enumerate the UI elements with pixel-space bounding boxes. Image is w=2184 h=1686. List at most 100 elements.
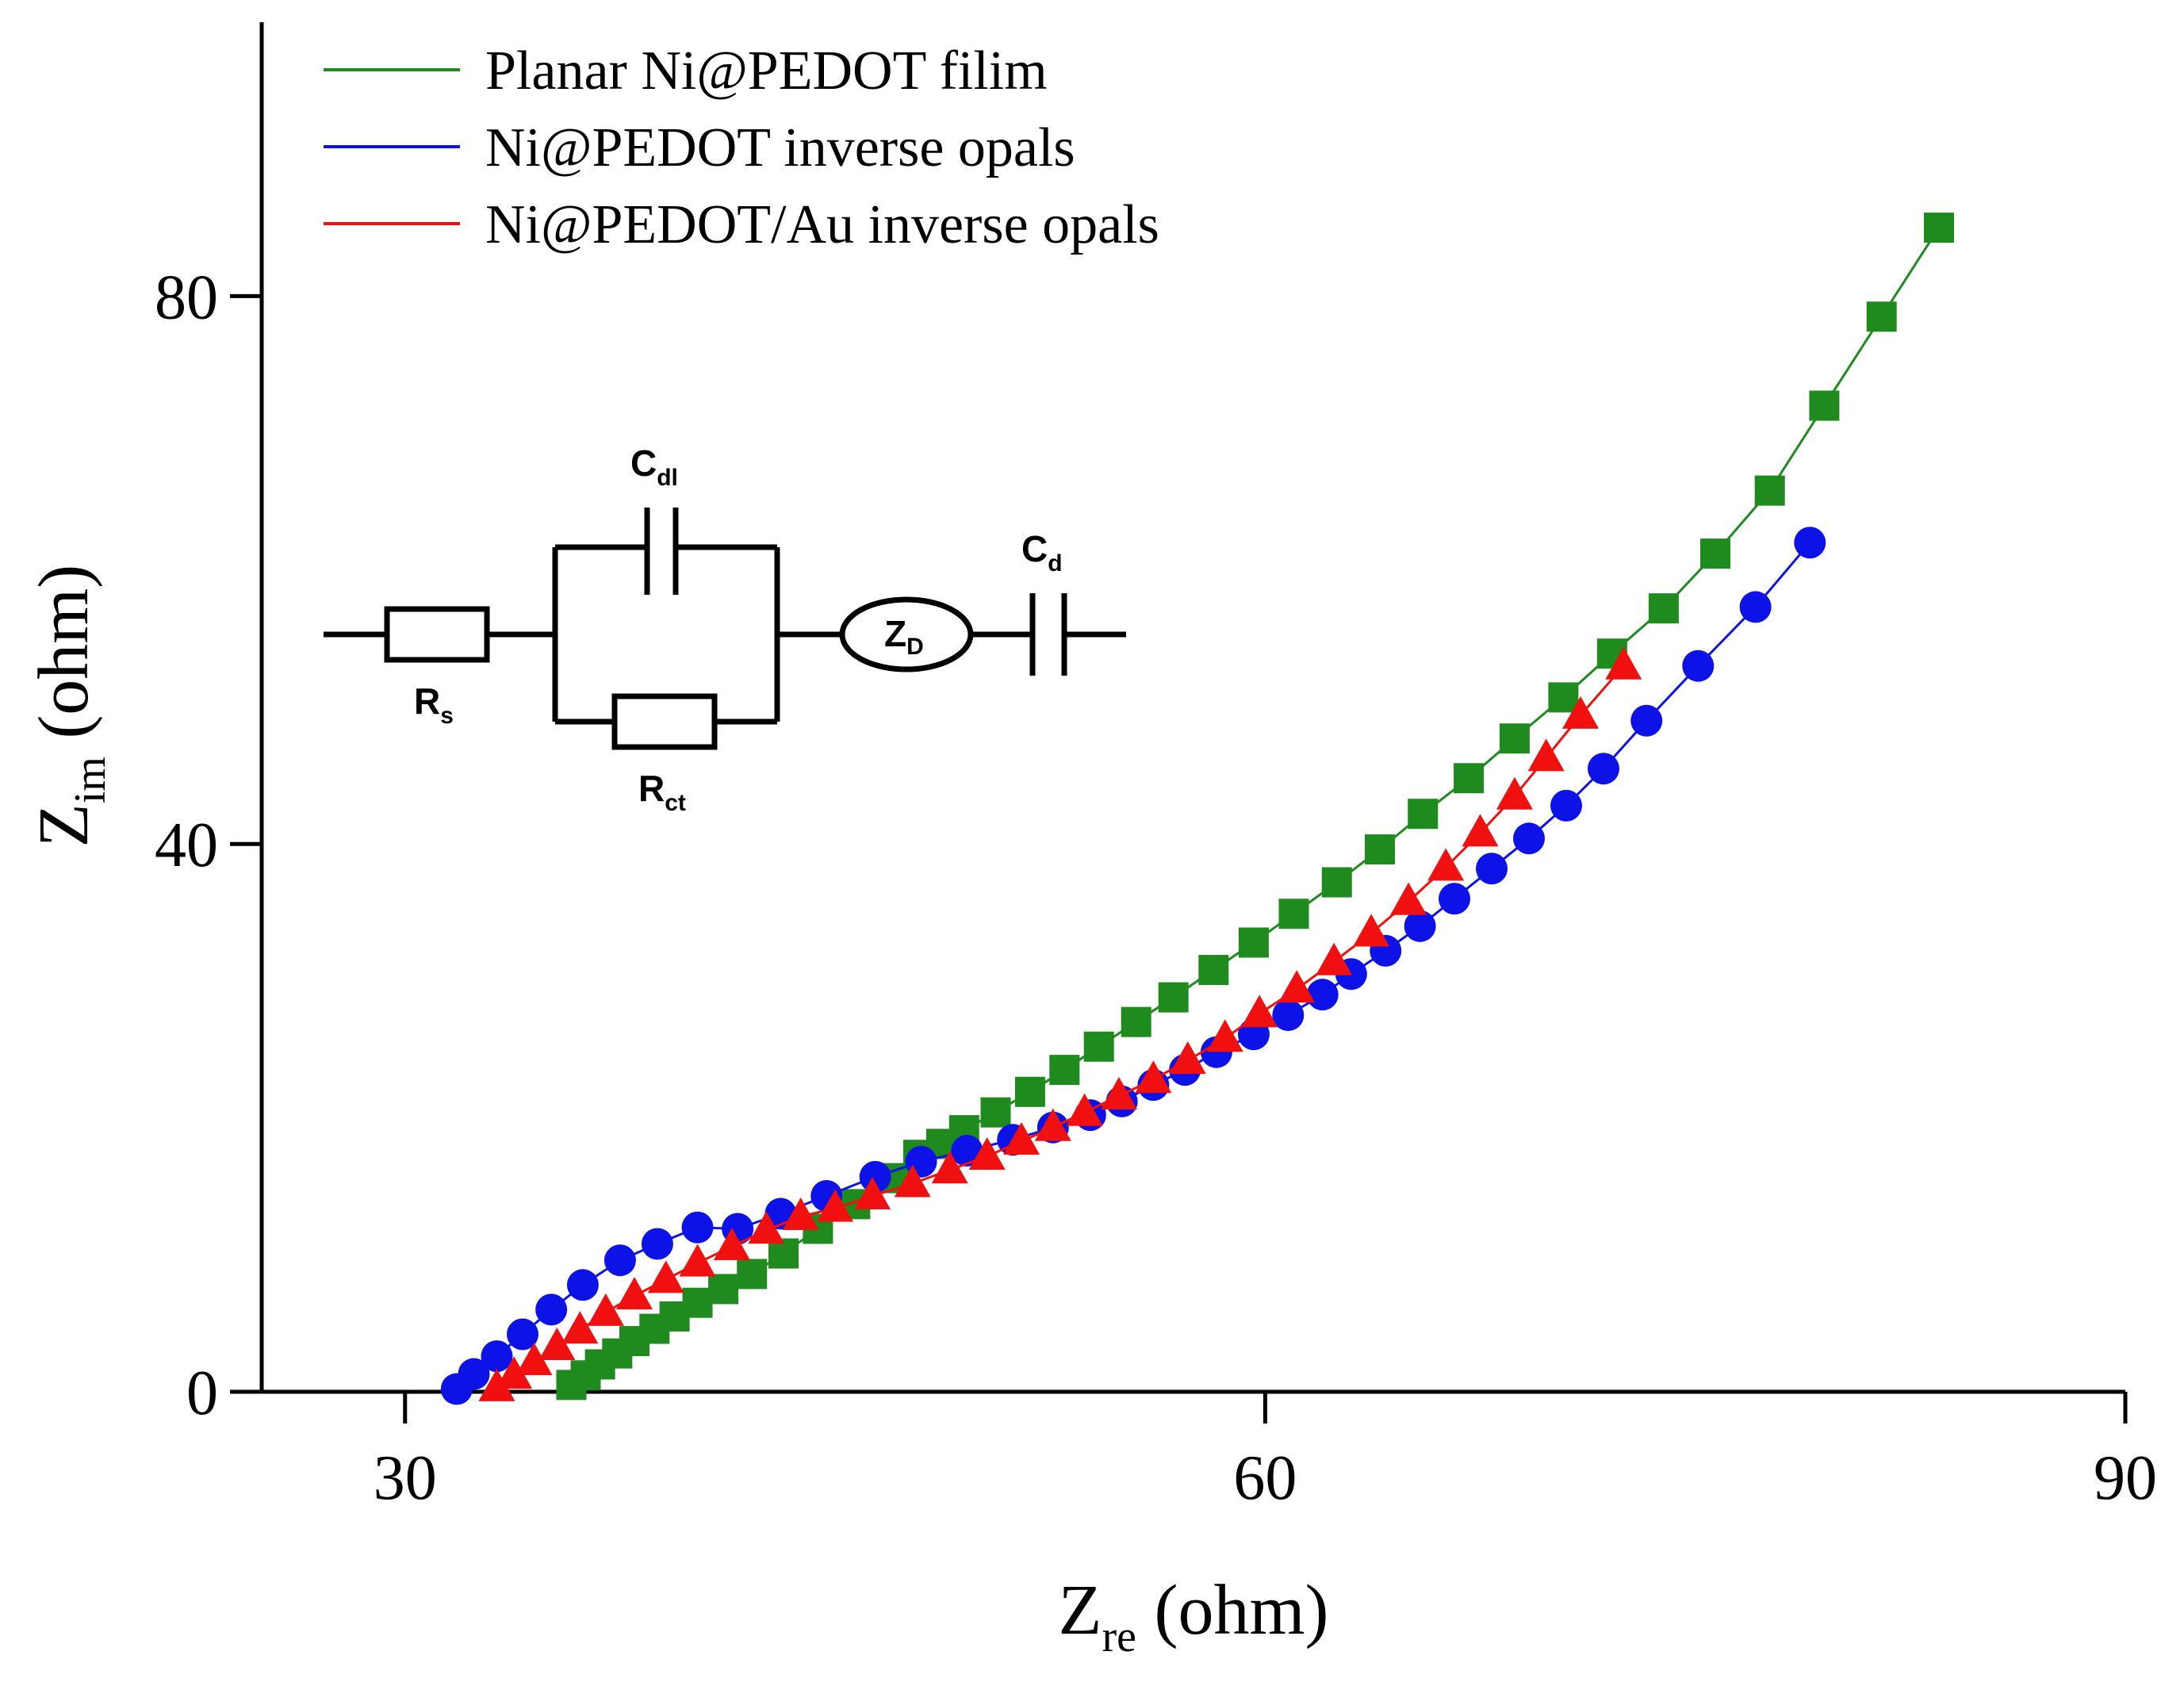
- data-point: [1083, 1031, 1114, 1062]
- data-point: [1014, 1076, 1045, 1107]
- data-point: [782, 1197, 819, 1230]
- data-point: [1605, 646, 1642, 680]
- legend: Planar Ni@PEDOT filim Ni@PEDOT inverse o…: [324, 40, 1159, 255]
- data-point: [1794, 527, 1826, 559]
- resistor-rct: [611, 693, 718, 750]
- data-point: [748, 1211, 785, 1244]
- data-point: [1513, 822, 1545, 855]
- legend-label-ni-pedot-au: Ni@PEDOT/Au inverse opals: [485, 194, 1159, 255]
- data-point: [1427, 848, 1465, 881]
- data-point: [1066, 1093, 1103, 1126]
- data-point: [1003, 1121, 1040, 1155]
- label-rct: Rct: [638, 768, 686, 816]
- x-axis-title-sub: re: [1102, 1612, 1137, 1661]
- equivalent-circuit: [324, 508, 1126, 750]
- legend-label-planar: Planar Ni@PEDOT filim: [485, 40, 1048, 102]
- data-point: [681, 1211, 714, 1243]
- data-point: [931, 1151, 968, 1184]
- data-point: [535, 1293, 568, 1326]
- data-point: [1353, 914, 1390, 947]
- data-point: [1390, 882, 1427, 915]
- data-point: [1408, 799, 1439, 830]
- data-point: [1404, 910, 1436, 942]
- legend-label-ni-pedot: Ni@PEDOT inverse opals: [485, 117, 1075, 178]
- data-point: [682, 1287, 713, 1318]
- series-planar-ni-pedot-filim: [556, 213, 1954, 1401]
- series-line: [455, 542, 1811, 1390]
- series-ni-pedot-inverse-opals: [440, 527, 1826, 1405]
- data-point: [616, 1277, 653, 1310]
- data-point: [1630, 704, 1663, 737]
- x-axis-title-unit: (ohm): [1136, 1571, 1328, 1650]
- data-point: [1700, 538, 1730, 569]
- data-point: [1648, 593, 1679, 624]
- data-point: [968, 1136, 1006, 1170]
- data-point: [1278, 899, 1309, 929]
- data-point: [1238, 927, 1269, 958]
- data-point: [538, 1328, 576, 1361]
- data-point: [641, 1228, 673, 1260]
- data-point: [507, 1318, 538, 1351]
- data-point: [1499, 723, 1530, 754]
- y-tick-label: 40: [155, 810, 218, 880]
- data-point: [1682, 649, 1715, 682]
- data-point: [854, 1177, 891, 1210]
- data-point: [679, 1243, 716, 1277]
- series-layer: [440, 213, 1954, 1405]
- data-point: [1101, 1076, 1137, 1109]
- data-point: [603, 1244, 636, 1277]
- data-point: [1034, 1108, 1071, 1141]
- data-point: [1924, 213, 1954, 243]
- data-point: [1272, 999, 1305, 1032]
- label-rs-sub: s: [440, 703, 454, 729]
- data-point: [566, 1269, 599, 1301]
- data-point: [1321, 867, 1352, 898]
- data-point: [1496, 776, 1533, 810]
- data-point: [1527, 738, 1565, 772]
- data-point: [1241, 994, 1278, 1028]
- data-point: [859, 1160, 891, 1193]
- data-point: [1049, 1055, 1080, 1086]
- data-point: [1198, 955, 1229, 986]
- data-point: [1439, 883, 1470, 915]
- x-axis-title: Zre (ohm): [1059, 1571, 1329, 1661]
- data-point: [894, 1164, 931, 1197]
- data-point: [1316, 942, 1353, 975]
- resistor-rs: [384, 606, 490, 663]
- data-point: [1169, 1041, 1206, 1075]
- data-point: [1206, 1019, 1243, 1052]
- y-axis-title: Zim (ohm): [25, 565, 115, 848]
- data-point: [1548, 682, 1579, 713]
- data-point: [1365, 834, 1395, 865]
- y-axis-title-sub: im: [66, 757, 115, 803]
- data-point: [951, 1135, 983, 1167]
- label-rs: Rs: [414, 680, 454, 729]
- data-point: [561, 1311, 599, 1344]
- data-point: [647, 1260, 684, 1293]
- data-point: [458, 1358, 490, 1390]
- label-cdl: Cdl: [630, 443, 678, 491]
- data-point: [1135, 1060, 1172, 1094]
- y-tick-label: 0: [186, 1358, 218, 1428]
- y-axis-title-unit: (ohm): [25, 565, 103, 757]
- data-point: [1454, 763, 1485, 794]
- data-point: [481, 1340, 513, 1373]
- data-point: [1278, 970, 1316, 1003]
- data-point: [496, 1356, 533, 1389]
- data-point: [1476, 853, 1508, 885]
- series-ni-pedot-au-inverse-opals: [478, 646, 1642, 1401]
- data-point: [587, 1293, 624, 1326]
- x-tick-label: 30: [374, 1443, 437, 1513]
- ticks: 30 60 90 0 40 80: [155, 262, 2157, 1513]
- data-point: [713, 1227, 750, 1260]
- x-tick-label: 90: [2094, 1443, 2157, 1513]
- label-rct-sub: ct: [665, 790, 686, 816]
- data-point: [1739, 591, 1772, 623]
- data-point: [1562, 695, 1600, 729]
- data-point: [1550, 789, 1582, 822]
- label-cd: Cd: [1021, 528, 1063, 577]
- x-tick-label: 60: [1233, 1443, 1297, 1513]
- label-zd: ZD: [884, 613, 924, 660]
- data-point: [478, 1368, 515, 1401]
- data-point: [1754, 475, 1785, 506]
